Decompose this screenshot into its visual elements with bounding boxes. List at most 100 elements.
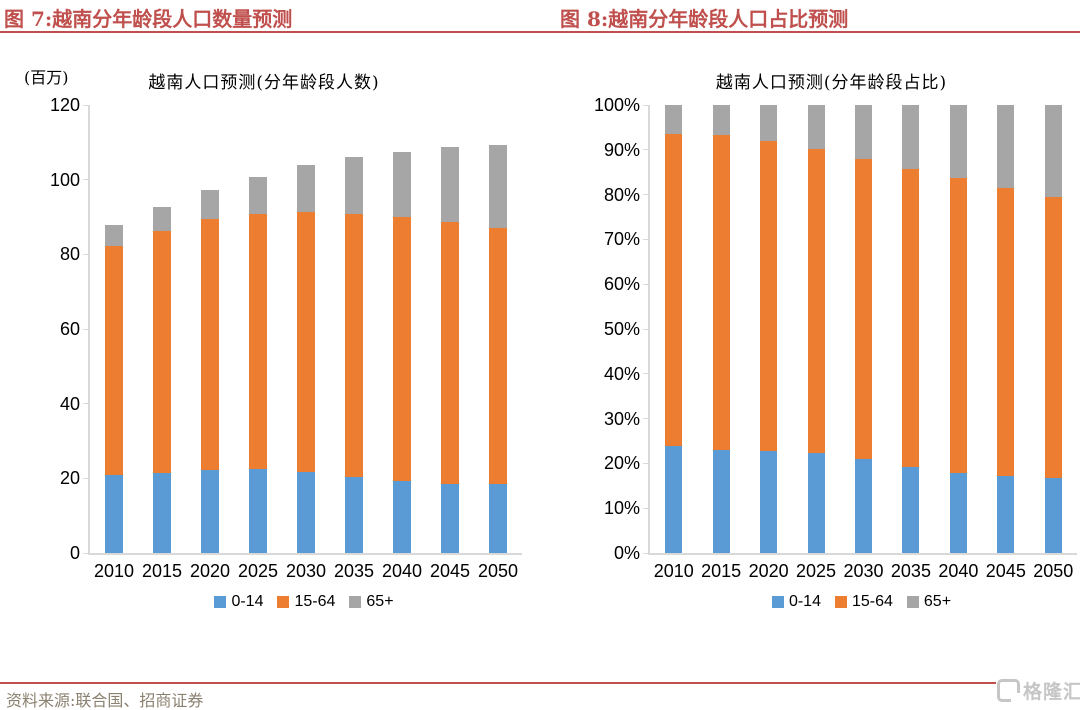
y-tick-label: 0 xyxy=(69,543,80,563)
bar-segment-0-14-2035 xyxy=(902,467,920,553)
bar-segment-65+-2025 xyxy=(249,177,267,214)
bar-segment-0-14-2040 xyxy=(949,472,967,553)
bar-segment-65+-2025 xyxy=(807,105,825,149)
bar-segment-15-64-2045 xyxy=(997,187,1015,477)
y-tick-mark xyxy=(643,462,650,464)
legend-item-65+: 65+ xyxy=(906,593,952,611)
y-tick-label: 20 xyxy=(59,468,80,489)
stacked-bar-plot-population-count: 0 20 40 60 80 100 120 2010 2015 2020 2025 2030 2035 2… xyxy=(50,96,522,580)
bar-segment-15-64-2030 xyxy=(854,159,873,460)
bar-segment-65+-2010 xyxy=(105,224,123,247)
bar-segment-65+-2050 xyxy=(489,144,507,229)
gelonghui-logo-icon xyxy=(997,679,1020,702)
bar-segment-15-64-2035 xyxy=(902,169,920,468)
bar-segment-65+-2030 xyxy=(854,105,873,160)
y-tick-label: 60% xyxy=(603,274,640,295)
bar-segment-0-14-2020 xyxy=(201,470,219,553)
legend-label-65+: 65+ xyxy=(923,593,952,610)
y-tick-label: 50% xyxy=(603,319,640,339)
chart-title-population-share: 越南人口预测(分年龄段占比) xyxy=(715,73,948,93)
bar-segment-0-14-2030 xyxy=(854,459,873,553)
legend-item-0-14: 0-14 xyxy=(214,593,263,611)
bar-segment-0-14-2045 xyxy=(441,483,459,553)
bar-segment-15-64-2025 xyxy=(249,213,267,469)
legend-label-15-64: 15-64 xyxy=(851,593,893,610)
bar-segment-65+-2020 xyxy=(760,105,778,142)
y-tick-mark xyxy=(83,477,90,479)
bar-segment-0-14-2010 xyxy=(665,446,683,553)
x-tick-label: 2035 xyxy=(890,561,931,581)
y-tick-label: 120 xyxy=(49,95,80,115)
bar-segment-0-14-2040 xyxy=(393,481,411,553)
bar-segment-15-64-2015 xyxy=(712,135,730,450)
x-tick-label: 2025 xyxy=(796,561,837,581)
bar-segment-65+-2040 xyxy=(393,151,411,218)
x-tick-label: 2010 xyxy=(93,561,135,581)
figure-8-title: 图 8:越南分年龄段人口占比预测 xyxy=(560,7,849,31)
y-axis-unit-label: (百万) xyxy=(24,68,69,87)
bar-segment-15-64-2020 xyxy=(201,219,219,471)
legend-swatch-0-14 xyxy=(771,596,784,608)
footer-rule xyxy=(0,682,996,684)
bar-segment-0-14-2050 xyxy=(1044,477,1062,553)
bar-segment-15-64-2015 xyxy=(153,230,171,474)
legend-population-count: 0-14 15-64 65+ xyxy=(88,593,520,611)
x-tick-label: 2035 xyxy=(333,561,375,581)
y-tick-label: 0% xyxy=(613,543,640,563)
y-tick-mark xyxy=(643,552,650,554)
legend-population-share: 0-14 15-64 65+ xyxy=(648,593,1075,611)
legend-label-0-14: 0-14 xyxy=(788,593,821,610)
bar-segment-65+-2035 xyxy=(902,105,920,170)
y-tick-mark xyxy=(643,373,650,375)
x-tick-label: 2040 xyxy=(938,561,979,581)
x-tick-label: 2015 xyxy=(141,561,183,581)
bar-segment-0-14-2025 xyxy=(807,453,825,553)
legend-swatch-15-64 xyxy=(277,596,290,608)
source-note: 资料来源:联合国、招商证券 xyxy=(6,691,204,710)
y-tick-mark xyxy=(83,328,90,330)
bar-segment-15-64-2045 xyxy=(441,222,459,484)
bar-segment-65+-2035 xyxy=(345,156,363,214)
x-tick-label: 2050 xyxy=(477,561,519,581)
bar-segment-15-64-2050 xyxy=(489,228,507,485)
gelonghui-logo: 格隆汇 xyxy=(997,677,1080,704)
bar-segment-0-14-2050 xyxy=(489,484,507,553)
x-tick-label: 2020 xyxy=(189,561,231,581)
bar-segment-15-64-2035 xyxy=(345,213,363,478)
legend-label-0-14: 0-14 xyxy=(231,593,264,610)
y-tick-label: 30% xyxy=(603,408,640,429)
legend-swatch-0-14 xyxy=(214,596,227,608)
bar-segment-65+-2030 xyxy=(297,164,315,212)
legend-item-15-64: 15-64 xyxy=(277,593,335,611)
bar-segment-15-64-2050 xyxy=(1044,196,1062,478)
legend-item-65+: 65+ xyxy=(349,593,394,611)
y-tick-label: 60 xyxy=(59,319,80,339)
bar-segment-65+-2045 xyxy=(997,105,1015,188)
legend-item-0-14: 0-14 xyxy=(771,593,821,611)
bar-segment-65+-2045 xyxy=(441,147,459,223)
x-tick-label: 2045 xyxy=(985,561,1026,581)
y-tick-mark xyxy=(643,418,650,420)
legend-item-15-64: 15-64 xyxy=(834,593,893,611)
x-tick-label: 2045 xyxy=(429,561,471,581)
bar-segment-15-64-2010 xyxy=(665,134,683,447)
bar-segment-0-14-2010 xyxy=(105,474,123,553)
y-tick-mark xyxy=(643,283,650,285)
y-tick-mark xyxy=(83,104,90,106)
chart-title-population-count: 越南人口预测(分年龄段人数) xyxy=(148,73,380,93)
bar-segment-65+-2050 xyxy=(1044,105,1062,197)
bar-segment-0-14-2020 xyxy=(760,450,778,553)
bar-segment-0-14-2045 xyxy=(997,476,1015,553)
y-tick-label: 90% xyxy=(603,139,640,160)
y-tick-label: 100 xyxy=(49,169,80,190)
legend-swatch-65+ xyxy=(906,596,919,608)
legend-swatch-15-64 xyxy=(834,596,847,608)
y-tick-label: 10% xyxy=(603,498,640,519)
legend-label-15-64: 15-64 xyxy=(294,593,336,610)
y-tick-label: 70% xyxy=(603,229,640,250)
gelonghui-logo-text: 格隆汇 xyxy=(1023,682,1080,703)
bar-segment-0-14-2015 xyxy=(712,449,730,553)
legend-swatch-65+ xyxy=(349,596,362,608)
x-tick-label: 2010 xyxy=(653,561,694,581)
